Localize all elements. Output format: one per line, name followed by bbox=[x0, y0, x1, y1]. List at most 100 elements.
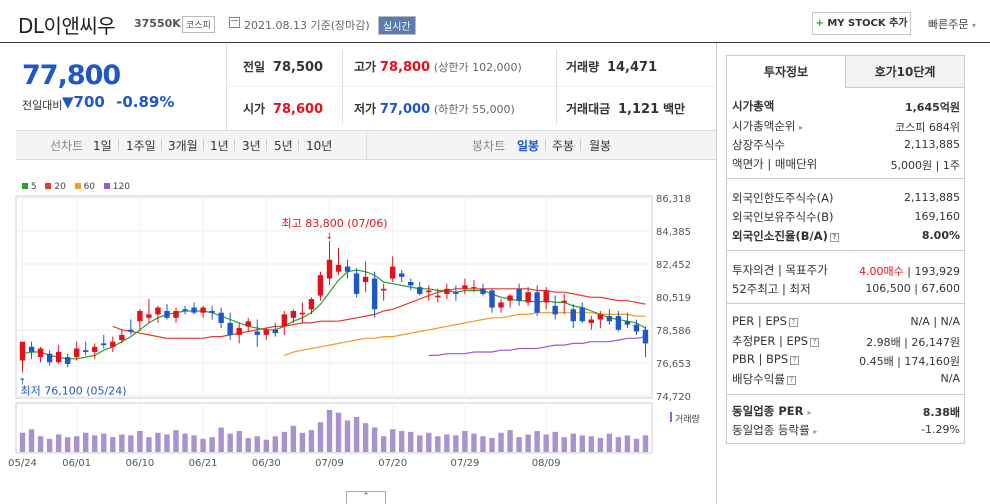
y-tick-label: 78,586 bbox=[656, 326, 691, 337]
candle-body bbox=[137, 310, 143, 322]
candle-body bbox=[236, 328, 242, 335]
volume-bar bbox=[534, 431, 540, 452]
price-chart[interactable]: 86,318 84,385 82,452 80,519 78,586 76,653 74,7… bbox=[0, 190, 716, 490]
candle-body bbox=[498, 302, 504, 308]
candle-body bbox=[92, 346, 98, 352]
volume-bar bbox=[182, 433, 188, 452]
high-annotation: 최고 83,800 (07/06) bbox=[281, 217, 387, 230]
candle-body bbox=[227, 322, 233, 335]
foreign-hold-value: 169,160 bbox=[914, 210, 961, 223]
tab-orderbook[interactable]: 호가10단계 bbox=[845, 55, 965, 88]
industry-rate-value: -1.29% bbox=[921, 423, 960, 436]
face-label: 액면가 | 매매단위 bbox=[732, 157, 818, 171]
volume-bar bbox=[245, 438, 251, 452]
candle-body bbox=[209, 310, 215, 313]
candle-body bbox=[146, 314, 152, 318]
volume-bar bbox=[317, 422, 324, 452]
candle-body bbox=[64, 357, 71, 364]
divider bbox=[716, 43, 717, 504]
volume-bar bbox=[426, 432, 432, 452]
divider bbox=[366, 131, 367, 159]
tab-period-3m[interactable]: 3개월 bbox=[168, 139, 198, 153]
industry-per-value: 8.38배 bbox=[922, 406, 960, 419]
volume-bar bbox=[64, 437, 71, 452]
tab-period-1w[interactable]: 1주일 bbox=[126, 139, 156, 153]
change-label: 전일대비 bbox=[22, 99, 63, 112]
stat-amount: 거래대금 1,121 백만 bbox=[566, 102, 686, 117]
volume-bar bbox=[462, 431, 468, 452]
candle-body bbox=[380, 288, 387, 291]
help-icon[interactable]: ? bbox=[786, 376, 796, 385]
divider bbox=[556, 50, 557, 124]
industry-per-label[interactable]: 동일업종 PER ▸ bbox=[732, 404, 812, 418]
low-annotation: 최저 76,100 (05/24) bbox=[21, 384, 127, 397]
foreign-ratio-label: 외국인소진율(B/A)? bbox=[732, 228, 839, 244]
volume-bar bbox=[543, 434, 549, 452]
face-value: 5,000원 | 1주 bbox=[890, 159, 960, 172]
tab-period-1y[interactable]: 1년 bbox=[210, 139, 229, 153]
volume-bar bbox=[308, 430, 315, 452]
volume-bar bbox=[200, 438, 206, 452]
tab-candle-weekly[interactable]: 주봉 bbox=[552, 139, 575, 153]
volume-bar bbox=[552, 431, 558, 452]
x-tick-label: 07/29 bbox=[451, 458, 480, 469]
divider bbox=[726, 394, 965, 395]
tab-line-chart[interactable]: 선차트 bbox=[50, 139, 84, 153]
candle-body bbox=[371, 278, 378, 310]
help-icon[interactable]: ? bbox=[788, 318, 798, 327]
volume-bar bbox=[507, 430, 513, 452]
volume-bar bbox=[299, 432, 306, 452]
candle-body bbox=[218, 312, 224, 323]
change-percent: -0.89% bbox=[116, 93, 175, 111]
candle-body bbox=[597, 314, 604, 320]
candle-body bbox=[444, 288, 450, 294]
volume-bar bbox=[119, 434, 125, 452]
volume-bar bbox=[579, 435, 585, 452]
cap-rank-label[interactable]: 시가총액순위 ▸ bbox=[732, 119, 804, 133]
tab-investment-info[interactable]: 투자정보 bbox=[726, 55, 846, 88]
collapse-button[interactable]: ⌃ bbox=[346, 491, 386, 504]
volume-bar bbox=[290, 425, 297, 452]
divider bbox=[580, 139, 581, 151]
volume-bar bbox=[435, 436, 441, 452]
divider bbox=[726, 250, 965, 251]
volume-bar bbox=[173, 430, 179, 452]
ma5-line bbox=[22, 269, 646, 360]
tab-period-3y[interactable]: 3년 bbox=[242, 139, 261, 153]
volume-bar bbox=[326, 410, 333, 452]
candle-body bbox=[435, 295, 441, 298]
tab-period-10y[interactable]: 10년 bbox=[306, 139, 333, 153]
stat-low-value: 77,000 bbox=[379, 102, 431, 117]
tab-candle-monthly[interactable]: 월봉 bbox=[589, 139, 612, 153]
candle-body bbox=[552, 305, 558, 315]
candle-body bbox=[417, 287, 423, 294]
live-badge[interactable]: 실시간 bbox=[378, 16, 416, 35]
candle-body bbox=[173, 310, 179, 318]
add-mystock-button[interactable]: + MY STOCK 추가 bbox=[812, 12, 911, 35]
help-icon[interactable]: ? bbox=[790, 356, 800, 365]
foreign-ratio-value: 8.00% bbox=[921, 229, 960, 242]
help-icon[interactable]: ? bbox=[829, 233, 839, 242]
tab-period-1d[interactable]: 1일 bbox=[93, 139, 112, 153]
tab-period-5y[interactable]: 5년 bbox=[274, 139, 293, 153]
tab-candle-chart[interactable]: 봉차트 bbox=[472, 139, 506, 153]
candle-body bbox=[344, 266, 351, 272]
candle-body bbox=[73, 348, 80, 358]
y-tick-label: 84,385 bbox=[656, 227, 691, 238]
tab-candle-daily[interactable]: 일봉 bbox=[517, 139, 540, 153]
y-tick-label: 74,720 bbox=[656, 392, 691, 403]
foreign-limit-value: 2,113,885 bbox=[904, 191, 960, 204]
volume-bar bbox=[498, 432, 504, 452]
candle-body bbox=[335, 264, 342, 272]
quick-order-button[interactable]: 빠른주문 ▾ bbox=[928, 16, 976, 32]
market-cap-label: 시가총액 bbox=[732, 99, 775, 113]
candle-body bbox=[642, 329, 649, 344]
ma120-line bbox=[428, 336, 646, 356]
candle-body bbox=[525, 292, 531, 303]
candle-body bbox=[200, 307, 206, 313]
volume-bar bbox=[642, 435, 649, 452]
help-icon[interactable]: ? bbox=[810, 338, 820, 347]
volume-bar bbox=[389, 429, 396, 452]
volume-bar bbox=[615, 437, 622, 452]
industry-rate-label[interactable]: 동일업종 등락률 ▸ bbox=[732, 423, 818, 437]
